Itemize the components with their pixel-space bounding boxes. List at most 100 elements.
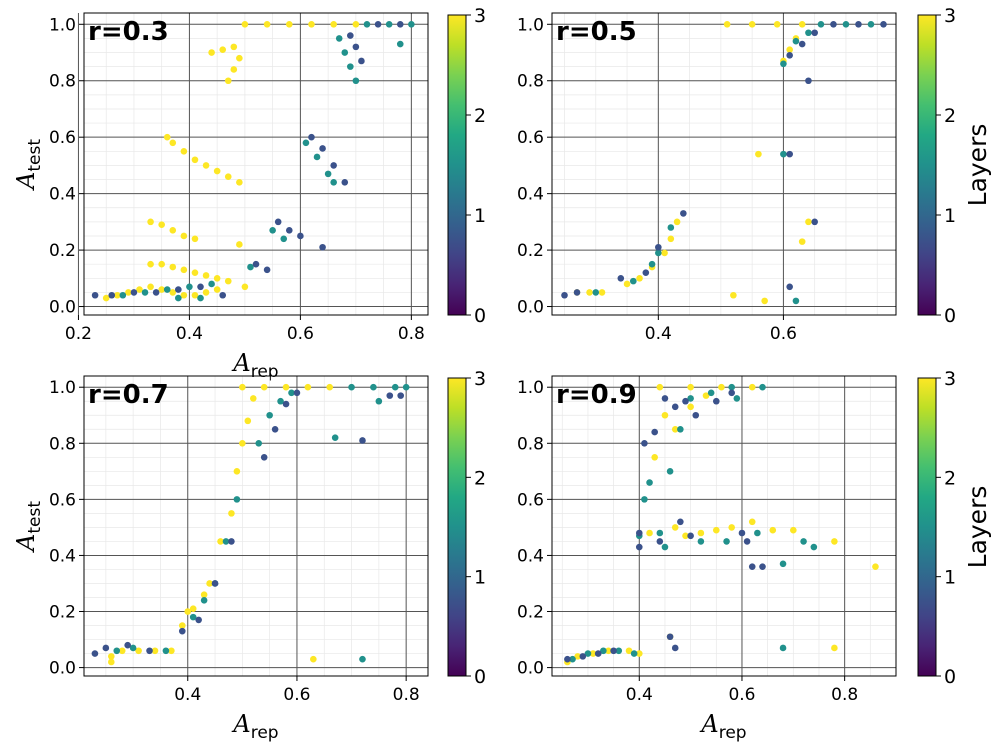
data-point	[759, 383, 766, 391]
data-point	[642, 269, 650, 276]
data-point	[271, 425, 279, 433]
y-tick-label: 0.0	[517, 298, 544, 318]
x-tick-label: 0.8	[398, 324, 425, 344]
data-point	[130, 289, 138, 296]
colorbar-tick-label: 3	[474, 5, 486, 27]
data-point	[335, 35, 343, 42]
data-point	[319, 243, 326, 251]
data-point	[308, 133, 315, 141]
panel-title: r=0.5	[556, 17, 637, 47]
data-point	[667, 224, 675, 231]
data-point	[330, 20, 337, 28]
data-point	[363, 20, 371, 28]
data-point	[594, 650, 602, 657]
data-point	[682, 397, 689, 405]
chart-panel-3: 0.4 0.6 0.8 0.0 0.2 0.4 0.6 0.8 1.0 r=0.7 Atest Are…	[12, 368, 486, 743]
data-point	[263, 20, 271, 28]
data-point	[180, 147, 188, 155]
data-point	[743, 538, 751, 545]
data-point	[830, 20, 837, 28]
data-point	[842, 20, 850, 28]
data-point	[169, 289, 177, 296]
y-tick-label: 0.2	[49, 241, 76, 261]
panel-title: r=0.9	[556, 380, 637, 410]
data-point	[347, 32, 354, 39]
data-point	[574, 653, 581, 660]
data-point	[163, 133, 171, 141]
data-point	[331, 434, 339, 441]
data-point	[282, 400, 290, 408]
data-point	[224, 277, 232, 285]
data-point	[754, 529, 761, 537]
data-point	[600, 647, 607, 655]
y-tick-label: 0.0	[49, 298, 76, 318]
colorbar-label: Layers	[963, 124, 992, 207]
series-layer-1	[561, 20, 887, 299]
y-tick-label: 0.4	[517, 546, 544, 566]
data-point	[293, 389, 301, 397]
y-tick-label: 0.6	[49, 128, 76, 148]
data-point	[673, 218, 681, 226]
y-axis-label: Atest	[12, 139, 45, 191]
data-point	[718, 383, 725, 391]
y-tick-label: 0.6	[517, 128, 544, 148]
data-point	[189, 605, 197, 613]
data-point	[831, 644, 838, 652]
data-point	[375, 397, 383, 405]
data-point	[748, 518, 756, 526]
data-point	[208, 49, 215, 56]
data-point	[687, 383, 694, 391]
y-tick-label: 1.0	[49, 378, 76, 398]
data-point	[712, 526, 720, 534]
colorbar-tick-label: 2	[474, 467, 486, 489]
x-axis-label: Arep	[231, 710, 278, 743]
data-point	[152, 289, 160, 296]
data-point	[330, 179, 337, 186]
data-point	[147, 218, 154, 226]
x-tick-label: 0.4	[176, 324, 203, 344]
data-point	[347, 63, 354, 70]
colorbar-tick-label: 0	[474, 305, 486, 327]
data-point	[208, 280, 215, 288]
data-point	[831, 538, 838, 545]
data-point	[780, 60, 787, 68]
data-point	[162, 647, 170, 655]
data-point	[146, 647, 153, 655]
data-point	[224, 173, 232, 181]
data-point	[241, 283, 249, 291]
data-point	[260, 383, 268, 391]
data-point	[202, 289, 210, 296]
data-point	[228, 538, 235, 545]
data-point	[191, 235, 199, 243]
colorbar-tick-label: 0	[944, 305, 956, 327]
data-point	[391, 383, 399, 391]
data-point	[677, 425, 684, 433]
data-point	[213, 286, 221, 293]
data-point	[630, 650, 638, 657]
data-point	[186, 283, 193, 291]
series-layer-2	[592, 20, 875, 305]
data-point	[661, 249, 668, 257]
data-point	[233, 468, 241, 475]
data-point	[244, 417, 252, 425]
data-point	[702, 392, 710, 399]
data-point	[610, 647, 617, 655]
y-tick-label: 0.4	[49, 546, 76, 566]
data-point	[761, 297, 768, 305]
data-point	[408, 20, 415, 28]
data-point	[178, 627, 186, 635]
data-point	[147, 283, 154, 291]
data-point	[805, 77, 812, 85]
data-point	[113, 647, 121, 655]
data-point	[598, 289, 606, 296]
y-tick-label: 1.0	[49, 15, 76, 35]
data-point	[646, 529, 653, 537]
data-point	[671, 425, 679, 433]
data-point	[102, 294, 110, 302]
data-point	[169, 227, 177, 234]
data-point	[579, 653, 587, 660]
data-point	[341, 179, 349, 186]
data-point	[630, 277, 637, 285]
data-point	[397, 392, 404, 399]
